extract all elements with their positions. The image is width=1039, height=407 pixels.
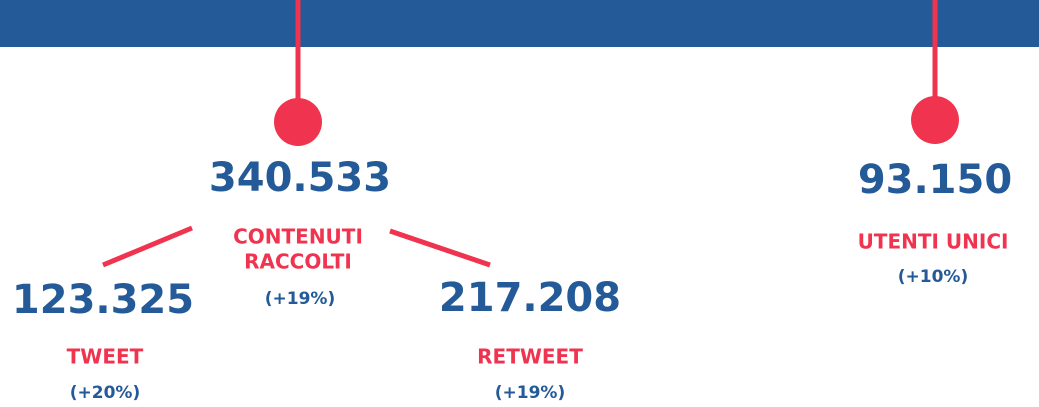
retweet-label: RETWEET [477,345,583,369]
tweet-value: 123.325 [12,277,194,323]
retweet-value: 217.208 [439,275,621,321]
branch-line [389,228,491,268]
branch-line [102,225,193,268]
users-value: 93.150 [858,157,1012,203]
total-label: RACCOLTI [244,250,352,274]
header-band [0,0,1039,47]
total-value: 340.533 [209,155,391,201]
node [911,96,959,144]
total-label: CONTENUTI [233,225,363,249]
retweet-change: (+19%) [495,383,565,403]
users-change: (+10%) [898,267,968,287]
tweet-label: TWEET [67,345,144,369]
node [274,98,322,146]
total-change: (+19%) [265,289,335,309]
users-label: UTENTI UNICI [858,230,1009,254]
tweet-change: (+20%) [70,383,140,403]
